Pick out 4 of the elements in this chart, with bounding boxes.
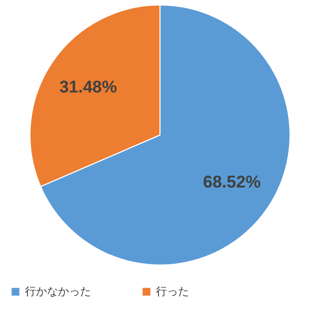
legend-label: 行った <box>156 286 189 298</box>
data-label: 68.52% <box>203 172 261 192</box>
legend-label: 行かなかった <box>25 286 91 298</box>
data-label: 31.48% <box>59 78 117 97</box>
